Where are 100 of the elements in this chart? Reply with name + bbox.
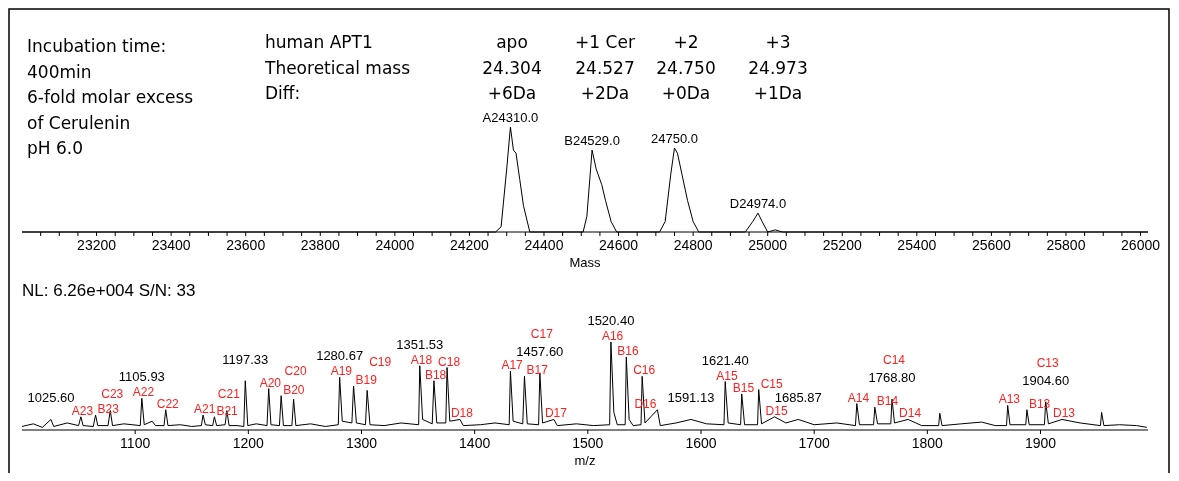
annotation: A15 [716, 368, 738, 383]
annotation: 1768.80 [868, 370, 916, 386]
x-tick-label: 25800 [1046, 237, 1086, 253]
annotation: 1685.87 [774, 390, 822, 406]
annotation: A22 [132, 385, 155, 400]
text: 6-fold molar excess [27, 87, 194, 107]
x-tick-label: 25400 [897, 237, 937, 253]
annotation: B13 [1028, 396, 1051, 411]
x-axis-title: Mass [569, 255, 602, 270]
annotation: D24974.0 [729, 196, 787, 212]
annotation: 1591.13 [667, 390, 715, 406]
annotation: C23 [101, 386, 124, 401]
text: 24.973 [748, 57, 808, 78]
text: +1 Cer [575, 32, 635, 52]
x-tick-label: 23200 [77, 237, 117, 253]
annotation: C22 [156, 396, 180, 411]
annotation: C15 [760, 376, 784, 391]
annotation: B14 [876, 394, 899, 409]
x-tick-label: 24000 [375, 237, 415, 253]
x-tick-label: 25600 [971, 237, 1012, 253]
annotation: 1197.33 [222, 351, 269, 367]
annotation: B15 [732, 380, 755, 395]
annotation: B23 [97, 402, 120, 417]
annotation: C18 [438, 354, 461, 369]
annotation: B17 [526, 363, 549, 378]
x-tick-label: 24200 [449, 237, 490, 253]
text: 24.750 [656, 57, 716, 78]
x-tick-label: 1300 [345, 435, 378, 451]
x-tick-label: 1800 [911, 435, 944, 451]
text: human APT1 [265, 32, 373, 52]
text: +0Da [661, 83, 711, 103]
annotation: 1025.60 [27, 390, 75, 406]
annotation: B16 [617, 343, 639, 358]
annotation: 1457.60 [516, 343, 564, 359]
text: Incubation time: [27, 36, 167, 56]
annotation: D15 [765, 403, 788, 418]
x-tick-label: 1100 [120, 435, 151, 451]
text: +6Da [487, 83, 537, 103]
annotation: B24529.0 [564, 133, 620, 149]
x-tick-label: 1500 [572, 435, 604, 451]
annotation: A20 [259, 375, 282, 390]
x-tick-label: 1600 [685, 435, 717, 451]
annotation: B20 [283, 382, 305, 397]
x-tick-label: 24400 [524, 237, 564, 253]
x-tick-label: 25000 [748, 237, 788, 253]
x-axis-title: m/z [574, 453, 596, 468]
annotation: 1280.67 [316, 348, 364, 364]
annotation: A24310.0 [482, 110, 539, 125]
annotation: A14 [847, 390, 870, 405]
x-tick-label: 24800 [673, 237, 713, 253]
x-tick-label: 23800 [300, 237, 340, 253]
annotation: of Cerulenin [27, 112, 131, 133]
annotation: B21 [216, 403, 239, 418]
x-tick-label: 1700 [798, 435, 830, 451]
annotation: 1520.40 [587, 313, 635, 328]
annotation: B19 [355, 373, 378, 387]
annotation: C16 [633, 363, 656, 378]
annotation: 1351.53 [396, 336, 444, 352]
annotation: D17 [544, 406, 568, 421]
annotation: A23 [71, 403, 94, 418]
annotation: C20 [284, 364, 307, 379]
chart-title: NL: 6.26e+004 S/N: 33 [22, 281, 196, 300]
annotation: A18 [410, 352, 433, 367]
text: +1Da [753, 83, 803, 103]
annotation: C14 [883, 353, 906, 368]
text: Diff: [265, 83, 301, 103]
text: +3 [765, 32, 791, 52]
x-tick-label: 1400 [459, 435, 491, 451]
annotation: 1105.93 [118, 369, 165, 385]
annotation: A17 [501, 358, 524, 373]
text: 400min [27, 61, 92, 82]
x-tick-label: 23400 [151, 237, 191, 253]
text: +2Da [580, 83, 630, 103]
annotation: C17 [530, 326, 554, 341]
annotation: D13 [1052, 406, 1076, 421]
x-tick-label: 24600 [599, 237, 639, 253]
text: +2 [673, 32, 699, 52]
x-tick-label: 25200 [822, 237, 862, 253]
text: apo [496, 32, 528, 52]
text: Theoretical mass [264, 57, 411, 78]
annotation: A13 [998, 392, 1021, 407]
annotation: 1621.40 [701, 352, 749, 368]
annotation: 1904.60 [1022, 372, 1070, 388]
annotation: D18 [450, 406, 474, 421]
annotation: A19 [330, 364, 353, 379]
x-tick-label: 1900 [1024, 435, 1057, 451]
annotation: pH 6.0 [27, 138, 84, 158]
annotation: A16 [601, 329, 624, 343]
annotation: B18 [424, 367, 447, 382]
text: 24.527 [575, 57, 635, 78]
annotation: C19 [369, 355, 392, 370]
annotation: D14 [899, 406, 922, 421]
x-tick-label: 23600 [226, 237, 266, 253]
x-tick-label: 1200 [232, 435, 265, 451]
text: 24.304 [482, 57, 542, 78]
annotation: 24750.0 [650, 131, 698, 146]
annotation: C13 [1036, 355, 1060, 370]
annotation: A21 [194, 402, 216, 417]
x-tick-label: 26000 [1121, 237, 1161, 253]
annotation: C21 [217, 386, 241, 401]
